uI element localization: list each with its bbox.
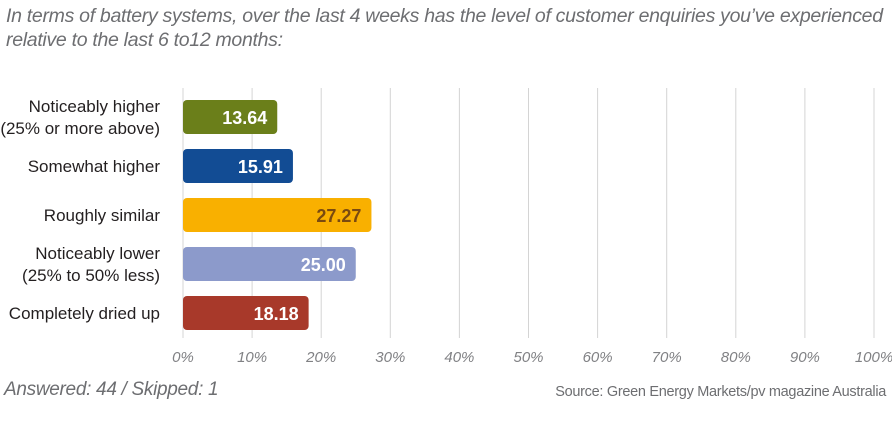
x-tick-label: 40% xyxy=(444,349,474,366)
x-tick-label: 20% xyxy=(305,349,336,366)
bar xyxy=(183,149,293,183)
x-tick-label: 60% xyxy=(583,349,613,366)
bar xyxy=(183,296,309,330)
category-label: Roughly similar xyxy=(44,206,161,225)
bar-value-label: 27.27 xyxy=(316,206,361,226)
x-tick-label: 70% xyxy=(652,349,682,366)
category-label: Somewhat higher xyxy=(28,157,161,176)
bar xyxy=(183,247,356,281)
category-label: Noticeably higher xyxy=(29,97,161,116)
category-label: Noticeably lower xyxy=(35,244,160,263)
x-tick-label: 80% xyxy=(721,349,751,366)
x-tick-label: 90% xyxy=(790,349,820,366)
x-tick-label: 0% xyxy=(172,349,194,366)
source-credit: Source: Green Energy Markets/pv magazine… xyxy=(555,384,886,400)
bar xyxy=(183,100,278,134)
bar xyxy=(183,198,372,232)
x-tick-label: 50% xyxy=(513,349,543,366)
bar-value-label: 25.00 xyxy=(301,255,346,275)
category-label: (25% or more above) xyxy=(0,119,160,138)
x-tick-label: 100% xyxy=(855,349,892,366)
bar-value-label: 13.64 xyxy=(222,108,267,128)
bar-value-label: 18.18 xyxy=(254,304,299,324)
x-tick-label: 10% xyxy=(237,349,267,366)
bar-value-label: 15.91 xyxy=(238,157,283,177)
chart-question-title: In terms of battery systems, over the la… xyxy=(6,5,883,51)
category-label: (25% to 50% less) xyxy=(22,266,160,285)
x-tick-label: 30% xyxy=(375,349,405,366)
response-count: Answered: 44 / Skipped: 1 xyxy=(4,379,219,400)
category-label: Completely dried up xyxy=(9,304,160,323)
